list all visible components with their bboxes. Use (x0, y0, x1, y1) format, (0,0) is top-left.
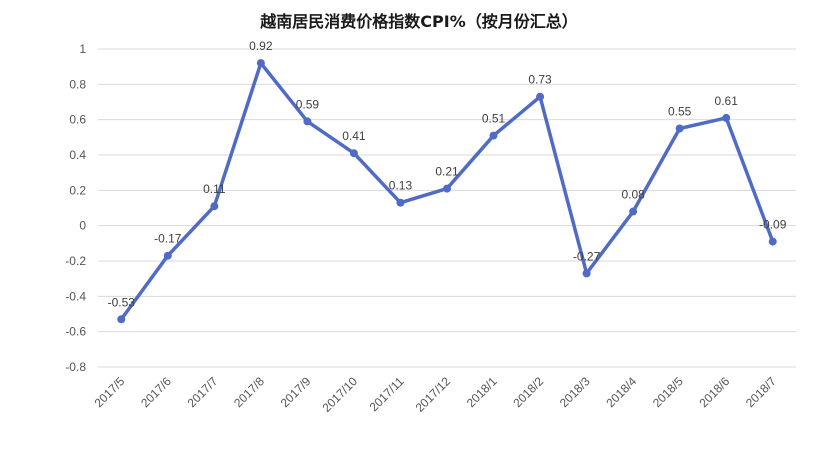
y-tick-label: 0.6 (69, 113, 86, 127)
data-label: 0.11 (203, 182, 226, 196)
x-tick-label: 2017/8 (231, 374, 267, 410)
data-label: 0.51 (482, 112, 506, 126)
data-label: 0.59 (296, 97, 320, 111)
data-point (117, 315, 126, 324)
data-point (210, 202, 219, 211)
x-tick-label: 2017/12 (413, 374, 454, 415)
data-label: 0.61 (715, 94, 739, 108)
data-point (349, 149, 358, 158)
data-label: 0.41 (342, 129, 366, 143)
data-point (768, 237, 777, 246)
data-label: 0.21 (435, 165, 459, 179)
data-label: -0.53 (108, 295, 136, 309)
data-point (629, 207, 638, 216)
x-tick-label: 2018/2 (510, 374, 546, 410)
data-label: 0.55 (668, 105, 692, 119)
x-tick-label: 2017/9 (278, 374, 314, 410)
y-tick-label: -0.2 (65, 254, 86, 268)
data-label: 0.92 (249, 39, 273, 53)
y-tick-label: 1 (79, 42, 86, 56)
data-point (303, 117, 312, 126)
data-point (536, 92, 545, 101)
data-point (396, 198, 405, 207)
data-label: -0.09 (759, 218, 787, 232)
data-label: 0.13 (389, 179, 413, 193)
series-cpi (117, 59, 777, 324)
x-tick-label: 2018/5 (650, 374, 686, 410)
y-tick-label: -0.8 (65, 360, 86, 374)
data-label: -0.17 (154, 232, 182, 246)
x-tick-label: 2018/4 (603, 374, 639, 410)
y-tick-label: 0.2 (69, 183, 86, 197)
x-tick-label: 2017/11 (367, 374, 407, 414)
x-tick-label: 2018/7 (743, 374, 779, 410)
y-tick-label: -0.4 (65, 289, 86, 303)
x-tick-label: 2018/3 (557, 374, 593, 410)
data-point (489, 131, 498, 140)
x-axis-ticks: 2017/5 2017/6 2017/7 2017/8 2017/9 2017/10 201… (92, 374, 780, 415)
x-tick-label: 2017/6 (138, 374, 174, 410)
data-point (256, 59, 265, 68)
data-point (163, 251, 172, 260)
data-point (582, 269, 591, 278)
x-tick-label: 2017/7 (185, 374, 221, 410)
y-axis-ticks: 1 0.8 0.6 0.4 0.2 0 -0.2 -0.4 -0.6 -0.8 (65, 42, 86, 374)
x-tick-label: 2018/1 (464, 374, 500, 410)
y-tick-label: 0.4 (69, 148, 86, 162)
data-labels: -0.53 -0.17 0.11 0.92 0.59 0.41 0.13 0.21 0.51 0.… (108, 39, 787, 309)
x-tick-label: 2017/10 (319, 374, 360, 415)
y-tick-label: 0 (79, 219, 86, 233)
data-point (722, 113, 731, 122)
data-label: 0.73 (528, 73, 552, 87)
data-label: -0.27 (573, 249, 601, 263)
y-tick-label: 0.8 (69, 77, 86, 91)
y-tick-label: -0.6 (65, 325, 86, 339)
data-label: 0.08 (621, 188, 645, 202)
x-tick-label: 2018/6 (696, 374, 732, 410)
data-point (675, 124, 684, 133)
x-tick-label: 2017/5 (92, 374, 128, 410)
data-point (443, 184, 451, 193)
chart-title: 越南居民消费价格指数CPI%（按月份汇总） (260, 12, 578, 31)
grid-lines (98, 48, 796, 368)
